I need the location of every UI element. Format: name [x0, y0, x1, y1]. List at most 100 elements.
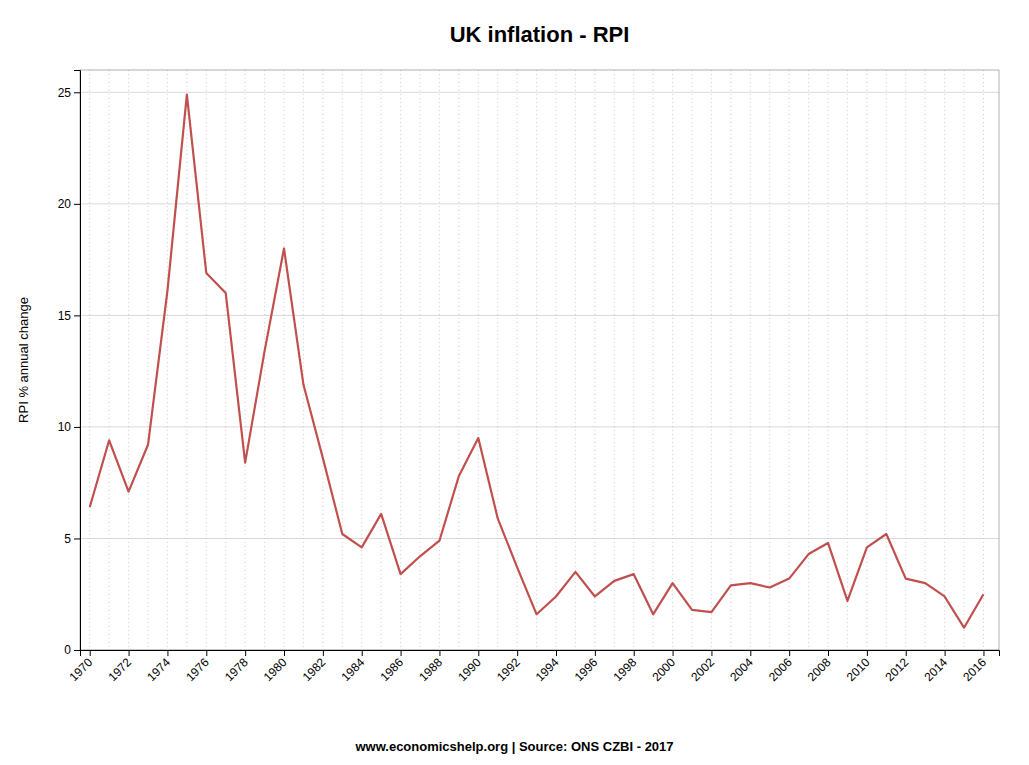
v-grid-line	[264, 70, 265, 650]
v-grid-line	[225, 70, 226, 650]
v-grid-line	[478, 70, 479, 650]
x-tick-mark	[245, 650, 246, 656]
grid	[80, 70, 999, 650]
v-grid-line	[148, 70, 149, 650]
v-grid-line	[303, 70, 304, 650]
y-tick-label: 10	[58, 420, 72, 434]
v-grid-line	[400, 70, 401, 650]
x-tick-mark	[906, 650, 907, 656]
v-grid-line	[109, 70, 110, 650]
x-tick-label: 1980	[261, 655, 290, 684]
y-tick: 25	[58, 86, 80, 100]
v-grid-line	[769, 70, 770, 650]
x-tick-mark	[517, 650, 518, 656]
v-grid-line	[711, 70, 712, 650]
x-tick-mark	[634, 650, 635, 656]
x-tick-label: 1998	[611, 655, 640, 684]
x-tick: 2012	[883, 650, 912, 684]
x-tick-mark	[284, 650, 285, 656]
x-tick: 2002	[688, 650, 717, 684]
v-grid-line	[730, 70, 731, 650]
x-tick-mark	[167, 650, 168, 656]
v-grid-line	[89, 70, 90, 650]
x-axis: 1970 1972 1974 1976 1978 1980 1982 1984 1986 1988…	[67, 650, 1000, 684]
x-tick-mark	[401, 650, 402, 656]
x-tick-label: 1982	[300, 655, 329, 684]
x-tick-mark	[90, 650, 91, 656]
x-tick: 2004	[727, 650, 756, 684]
x-tick-label: 2004	[727, 655, 756, 684]
x-tick-mark	[362, 650, 363, 656]
v-grid-line	[284, 70, 285, 650]
y-tick-label: 5	[64, 532, 71, 546]
x-tick-mark	[556, 650, 557, 656]
v-grid-line	[420, 70, 421, 650]
v-grid-line	[497, 70, 498, 650]
v-grid-line	[322, 70, 323, 650]
v-grid-line	[905, 70, 906, 650]
v-grid-line	[575, 70, 576, 650]
chart-title: UK inflation - RPI	[450, 22, 630, 47]
v-grid-line	[186, 70, 187, 650]
x-tick-label: 1970	[67, 655, 96, 684]
x-tick-label: 1974	[144, 655, 173, 684]
y-tick: 15	[58, 309, 80, 323]
y-axis: 0510152025	[58, 71, 81, 658]
v-grid-line	[828, 70, 829, 650]
v-grid-line	[458, 70, 459, 650]
v-grid-line	[672, 70, 673, 650]
v-grid-line	[361, 70, 362, 650]
y-tick: 10	[58, 420, 80, 434]
plot-frame	[80, 70, 999, 650]
x-tick-label: 1984	[339, 655, 368, 684]
v-grid-line	[944, 70, 945, 650]
y-tick-mark	[74, 538, 80, 539]
x-tick-mark	[789, 650, 790, 656]
y-tick-mark	[74, 92, 80, 93]
x-tick: 1982	[300, 650, 329, 684]
x-tick: 2016	[960, 650, 989, 684]
x-tick-mark	[828, 650, 829, 656]
v-grid-line	[536, 70, 537, 650]
x-tick: 2014	[921, 650, 950, 684]
x-tick-label: 2010	[844, 655, 873, 684]
v-grid-line	[245, 70, 246, 650]
x-tick: 2008	[805, 650, 834, 684]
v-grid-line	[633, 70, 634, 650]
x-tick-label: 1992	[494, 655, 523, 684]
v-grid-line	[594, 70, 595, 650]
v-grid-line	[439, 70, 440, 650]
v-grid-line	[556, 70, 557, 650]
v-grid-line	[886, 70, 887, 650]
x-tick: 1994	[533, 650, 562, 684]
x-tick-label: 1996	[572, 655, 601, 684]
h-grid-line	[80, 538, 999, 539]
x-tick-label: 2008	[805, 655, 834, 684]
data-line	[90, 95, 984, 628]
x-tick: 1976	[183, 650, 212, 684]
x-tick-mark	[867, 650, 868, 656]
x-tick-label: 2014	[921, 655, 950, 684]
v-grid-line	[692, 70, 693, 650]
y-tick-mark	[74, 315, 80, 316]
x-tick: 1978	[222, 650, 251, 684]
x-tick: 2000	[649, 650, 678, 684]
x-tick-label: 1976	[183, 655, 212, 684]
v-grid-line	[925, 70, 926, 650]
x-tick-mark	[673, 650, 674, 656]
v-grid-line	[964, 70, 965, 650]
h-grid-line	[80, 426, 999, 427]
y-tick-mark	[74, 650, 80, 651]
x-tick-label: 2012	[883, 655, 912, 684]
v-grid-line	[983, 70, 984, 650]
x-tick: 1986	[377, 650, 406, 684]
v-grid-line	[128, 70, 129, 650]
x-tick: 1988	[416, 650, 445, 684]
x-tick: 1972	[105, 650, 134, 684]
source-note: www.economicshelp.org | Source: ONS CZBI…	[354, 739, 673, 754]
x-tick-label: 1972	[105, 655, 134, 684]
x-tick-mark	[983, 650, 984, 656]
x-tick-label: 2002	[688, 655, 717, 684]
x-tick-mark	[595, 650, 596, 656]
v-grid-line	[847, 70, 848, 650]
